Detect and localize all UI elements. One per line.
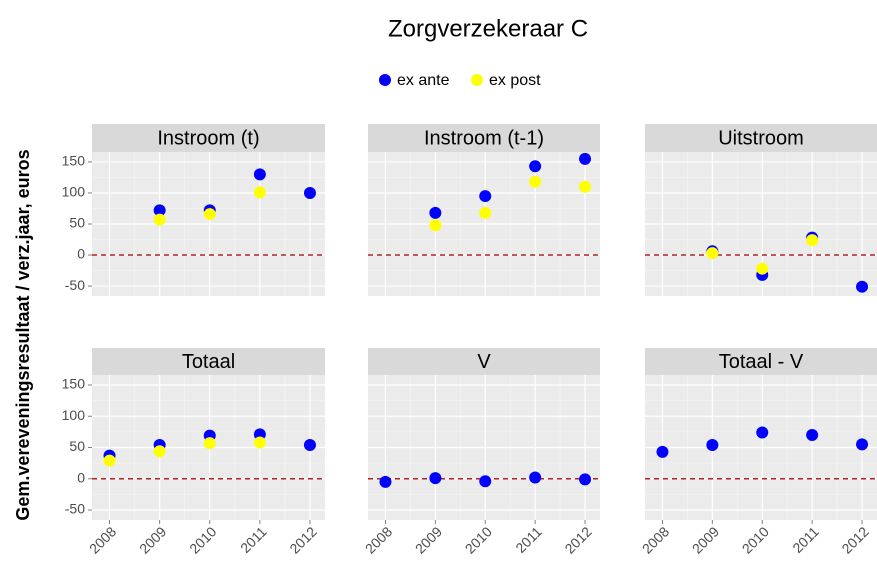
data-point [429,219,442,232]
data-point [806,234,819,247]
x-tick-label: 2010 [186,523,219,556]
data-point [253,186,266,199]
data-point [253,436,266,449]
x-tick-label: 2010 [462,523,495,556]
y-tick-label: 150 [62,153,86,169]
x-tick-label: 2010 [739,523,772,556]
data-point [303,186,316,199]
data-point [579,152,592,165]
y-tick-label: 50 [69,438,85,454]
data-point [203,437,216,450]
data-point [706,439,719,451]
data-point [103,454,116,467]
y-tick-label: 100 [62,407,86,423]
data-point [756,426,769,439]
x-tick-label: 2009 [412,523,445,556]
data-point [529,160,542,173]
strip [368,348,600,375]
data-point [479,190,492,203]
x-tick-label: 2012 [838,523,871,556]
panel-title: Uitstroom [718,127,804,149]
x-tick-label: 2008 [86,523,119,556]
strip [92,348,325,375]
legend-swatch [471,74,483,86]
data-point [806,429,819,441]
x-tick-label: 2009 [136,523,169,556]
x-tick-label: 2012 [286,523,319,556]
y-tick-label: 100 [62,184,86,200]
y-axis-label: Gem.vereveningsresultaat / verz.jaar, eu… [13,149,33,520]
data-point [529,175,542,188]
strip [92,124,325,152]
data-point [856,280,869,293]
y-tick-label: 0 [77,469,85,485]
data-point [579,473,592,486]
x-tick-label: 2009 [689,523,722,556]
legend-label: ex post [489,72,541,89]
strip [645,348,877,375]
chart-title: Zorgverzekeraar C [388,15,588,42]
x-tick-label: 2011 [789,523,822,556]
data-point [706,247,719,260]
data-point [379,475,392,488]
x-tick-label: 2008 [639,523,672,556]
data-point [756,262,769,275]
x-tick-label: 2012 [561,523,594,556]
panel-title: Totaal [182,351,235,373]
data-point [253,168,266,181]
data-point [479,475,492,488]
data-point [529,471,542,484]
data-point [579,180,592,193]
data-point [153,204,166,217]
data-point [856,438,869,451]
y-tick-label: 0 [77,246,85,262]
data-point [303,439,316,451]
data-point [656,445,669,458]
y-tick-label: -50 [65,501,85,517]
legend-swatch [379,74,391,86]
panel-title: Totaal - V [719,351,804,373]
data-point [153,213,166,226]
x-tick-label: 2011 [237,523,270,556]
data-point [429,206,442,219]
strip [368,124,600,152]
panel-title: Instroom (t-1) [424,127,544,149]
y-tick-label: -50 [65,277,85,293]
x-tick-label: 2011 [512,523,545,556]
data-point [429,472,442,485]
data-point [203,208,216,221]
y-tick-label: 50 [69,215,85,231]
legend-label: ex ante [397,72,450,89]
data-point [479,206,492,219]
panel-title: V [477,351,491,373]
x-tick-label: 2008 [362,523,395,556]
panel-title: Instroom (t) [157,127,259,149]
y-tick-label: 150 [62,376,86,392]
data-point [153,445,166,458]
strip [645,124,877,152]
